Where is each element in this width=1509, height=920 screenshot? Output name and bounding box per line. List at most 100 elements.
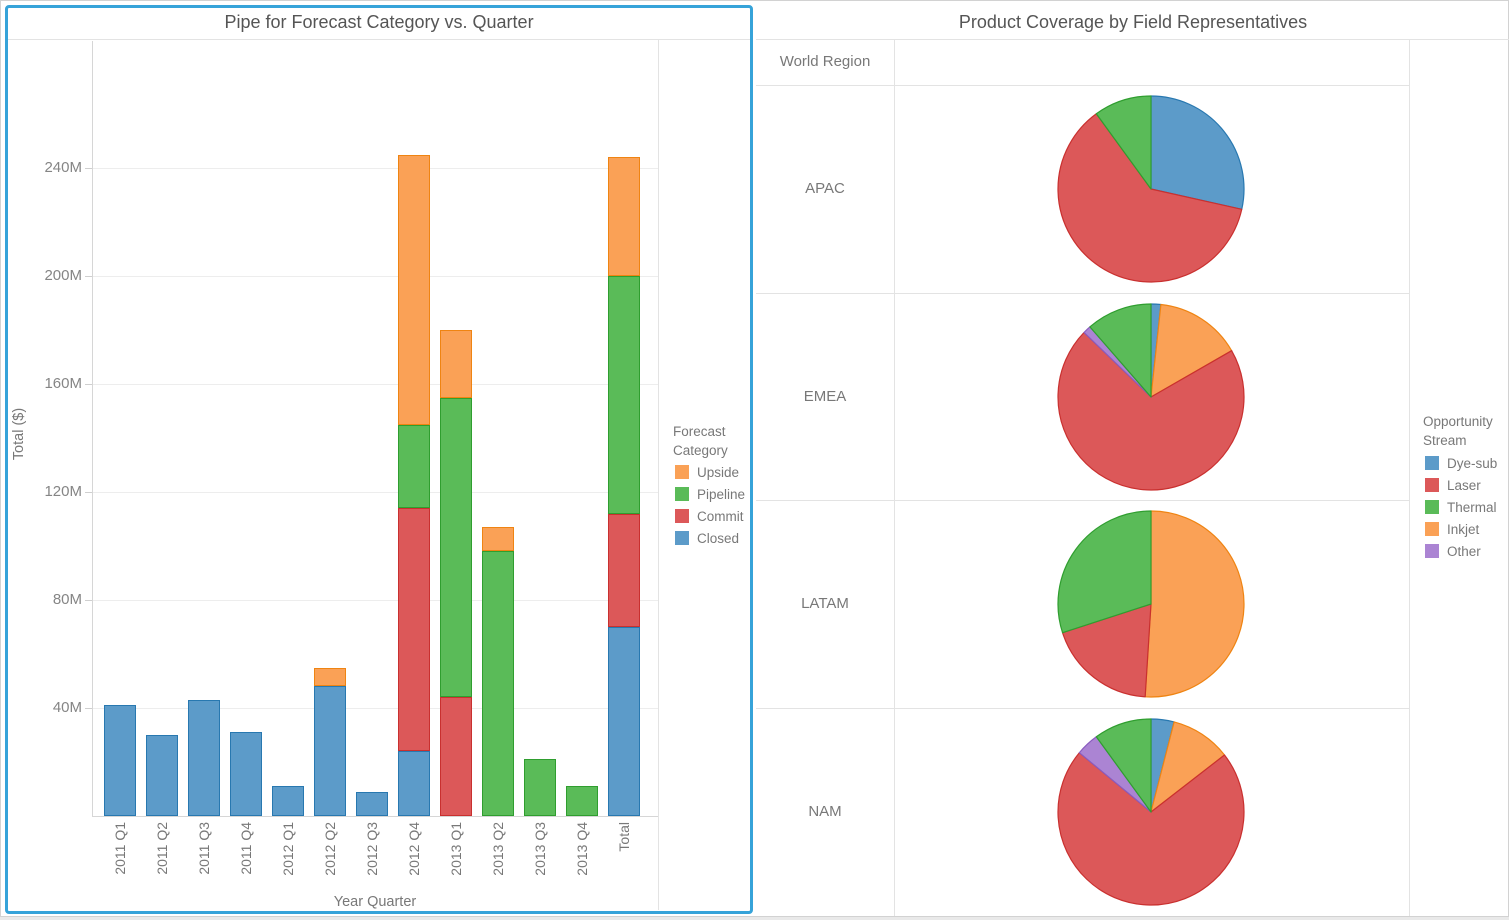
pie-slice-nam-laser[interactable] xyxy=(1057,752,1245,906)
y-tick-mark xyxy=(85,600,92,601)
bar-segment-pipeline-total[interactable] xyxy=(608,276,640,514)
x-tick-label-2012-q1[interactable]: 2012 Q1 xyxy=(280,822,296,876)
x-tick-label-2013-q3[interactable]: 2013 Q3 xyxy=(532,822,548,876)
bar-segment-pipeline-2013-q2[interactable] xyxy=(482,551,514,816)
bar-segment-closed-2011-q1[interactable] xyxy=(104,705,136,816)
bar-segment-upside-2013-q2[interactable] xyxy=(482,527,514,552)
stream-legend-item-laser[interactable]: Laser xyxy=(1425,475,1481,495)
bar-segment-upside-total[interactable] xyxy=(608,157,640,276)
bar-segment-pipeline-2012-q4[interactable] xyxy=(398,424,430,509)
pie-slice-emea-thermal[interactable] xyxy=(1089,303,1152,398)
x-tick-label-2012-q2[interactable]: 2012 Q2 xyxy=(322,822,338,876)
x-tick-label-2011-q1[interactable]: 2011 Q1 xyxy=(112,822,128,875)
plot-right-border xyxy=(658,39,659,910)
stream-legend-swatch-other xyxy=(1425,544,1439,558)
row-divider-apac xyxy=(756,293,1409,294)
bar-segment-closed-2012-q4[interactable] xyxy=(398,751,430,816)
y-tick-label[interactable]: 200M xyxy=(44,267,82,284)
bar-segment-closed-2012-q1[interactable] xyxy=(272,786,304,816)
pie-slice-latam-thermal[interactable] xyxy=(1057,510,1152,634)
stream-legend-item-dye-sub[interactable]: Dye-sub xyxy=(1425,453,1497,473)
gridline-120M xyxy=(93,492,658,493)
pie-slice-emea-inkjet[interactable] xyxy=(1150,303,1233,398)
forecast-legend-item-pipeline[interactable]: Pipeline xyxy=(675,484,745,504)
bar-segment-closed-2011-q4[interactable] xyxy=(230,732,262,816)
y-axis-title: Total ($) xyxy=(11,407,27,461)
y-tick-mark xyxy=(85,384,92,385)
pie-slice-emea-laser[interactable] xyxy=(1057,331,1245,491)
bar-segment-pipeline-2013-q4[interactable] xyxy=(566,786,598,816)
forecast-legend-title: Forecast Category xyxy=(673,424,728,458)
x-tick-label-2011-q3[interactable]: 2011 Q3 xyxy=(196,822,212,875)
bar-segment-upside-2012-q4[interactable] xyxy=(398,154,430,425)
left-title-separator xyxy=(8,39,750,40)
stream-legend-item-thermal[interactable]: Thermal xyxy=(1425,497,1497,517)
gridline-200M xyxy=(93,276,658,277)
stream-legend-swatch-dye-sub xyxy=(1425,456,1439,470)
x-tick-label-total[interactable]: Total xyxy=(616,822,632,852)
region-label-emea[interactable]: EMEA xyxy=(803,388,847,405)
x-axis-title: Year Quarter xyxy=(333,894,417,910)
stream-legend-label: Inkjet xyxy=(1447,521,1480,537)
x-axis-line xyxy=(92,816,658,817)
stream-legend-item-inkjet[interactable]: Inkjet xyxy=(1425,519,1479,539)
x-tick-label-2013-q2[interactable]: 2013 Q2 xyxy=(490,822,506,876)
x-tick-label-2011-q2[interactable]: 2011 Q2 xyxy=(154,822,170,875)
bar-segment-pipeline-2013-q1[interactable] xyxy=(440,397,472,698)
bar-segment-commit-total[interactable] xyxy=(608,513,640,627)
gridline-80M xyxy=(93,600,658,601)
pie-nam xyxy=(1057,718,1245,906)
bar-segment-closed-2012-q3[interactable] xyxy=(356,791,388,816)
y-tick-label[interactable]: 240M xyxy=(44,159,82,176)
gridline-240M xyxy=(93,168,658,169)
bar-segment-closed-2012-q2[interactable] xyxy=(314,686,346,816)
region-label-apac[interactable]: APAC xyxy=(805,180,845,197)
forecast-legend-item-commit[interactable]: Commit xyxy=(675,506,744,526)
pie-slice-latam-inkjet[interactable] xyxy=(1144,510,1245,698)
x-tick-label-2011-q4[interactable]: 2011 Q4 xyxy=(238,822,254,875)
row-divider-latam xyxy=(756,708,1409,709)
x-tick-label-2013-q4[interactable]: 2013 Q4 xyxy=(574,822,590,876)
y-tick-label[interactable]: 160M xyxy=(44,375,82,392)
pie-slice-nam-thermal[interactable] xyxy=(1095,718,1152,813)
region-label-nam[interactable]: NAM xyxy=(808,803,842,820)
pie-apac xyxy=(1057,95,1245,283)
stream-legend-label: Laser xyxy=(1447,477,1481,493)
y-tick-mark xyxy=(85,168,92,169)
bar-segment-commit-2012-q4[interactable] xyxy=(398,508,430,752)
pie-slice-apac-thermal[interactable] xyxy=(1095,95,1152,190)
y-tick-label[interactable]: 80M xyxy=(52,591,82,608)
bar-segment-closed-total[interactable] xyxy=(608,627,640,816)
pie-slice-apac-laser[interactable] xyxy=(1057,113,1243,283)
pie-slice-latam-laser[interactable] xyxy=(1061,603,1152,698)
y-tick-mark xyxy=(85,708,92,709)
y-tick-label[interactable]: 40M xyxy=(52,699,82,716)
pie-latam xyxy=(1057,510,1245,698)
pie-slice-apac-dye-sub[interactable] xyxy=(1150,95,1245,210)
bar-segment-upside-2012-q2[interactable] xyxy=(314,667,346,687)
world-region-header[interactable]: World Region xyxy=(779,53,871,70)
stream-legend-title: Opportunity Stream xyxy=(1423,414,1493,448)
x-tick-label-2012-q4[interactable]: 2012 Q4 xyxy=(406,822,422,876)
forecast-legend-item-closed[interactable]: Closed xyxy=(675,528,739,548)
forecast-legend-swatch-upside xyxy=(675,465,689,479)
bar-segment-commit-2013-q1[interactable] xyxy=(440,697,472,816)
forecast-legend-label: Closed xyxy=(697,530,740,546)
y-tick-mark xyxy=(85,492,92,493)
region-label-latam[interactable]: LATAM xyxy=(801,595,849,612)
stream-legend-item-other[interactable]: Other xyxy=(1425,541,1481,561)
y-tick-mark xyxy=(85,276,92,277)
y-tick-label[interactable]: 120M xyxy=(44,483,82,500)
stream-legend-label: Thermal xyxy=(1447,499,1497,515)
forecast-legend-item-upside[interactable]: Upside xyxy=(675,462,739,482)
bar-segment-closed-2011-q3[interactable] xyxy=(188,699,220,816)
bar-segment-upside-2013-q1[interactable] xyxy=(440,330,472,398)
forecast-legend-swatch-commit xyxy=(675,509,689,523)
x-tick-label-2013-q1[interactable]: 2013 Q1 xyxy=(448,822,464,876)
gridline-160M xyxy=(93,384,658,385)
x-tick-label-2012-q3[interactable]: 2012 Q3 xyxy=(364,822,380,876)
bar-segment-closed-2011-q2[interactable] xyxy=(146,735,178,816)
stream-legend-label: Other xyxy=(1447,543,1481,559)
bar-segment-pipeline-2013-q3[interactable] xyxy=(524,759,556,816)
